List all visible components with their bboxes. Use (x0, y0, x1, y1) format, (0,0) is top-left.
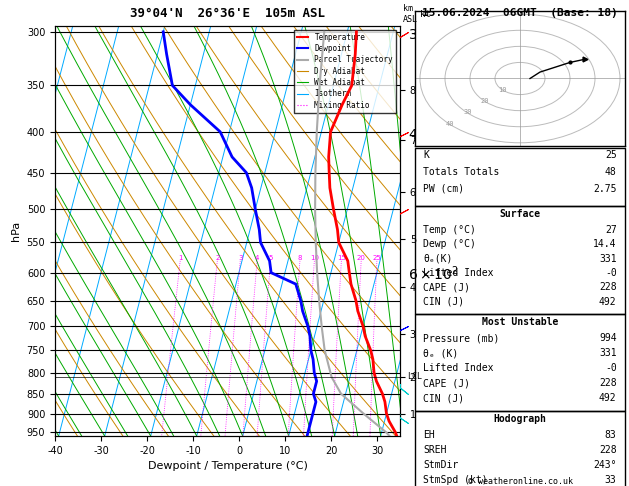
Y-axis label: hPa: hPa (11, 221, 21, 241)
Text: 14.4: 14.4 (593, 239, 616, 249)
Text: 20: 20 (481, 98, 489, 104)
Bar (415, 314, 625, 411)
Text: 40: 40 (446, 121, 454, 126)
Text: CAPE (J): CAPE (J) (423, 378, 470, 388)
Text: SREH: SREH (423, 445, 447, 455)
Text: 8: 8 (298, 255, 302, 261)
Text: CIN (J): CIN (J) (423, 393, 465, 403)
X-axis label: Dewpoint / Temperature (°C): Dewpoint / Temperature (°C) (148, 461, 308, 471)
Text: 228: 228 (599, 445, 616, 455)
Text: Pressure (mb): Pressure (mb) (423, 333, 500, 344)
Text: 20: 20 (357, 255, 365, 261)
Text: StmDir: StmDir (423, 460, 459, 470)
Text: 228: 228 (599, 378, 616, 388)
Text: 4: 4 (255, 255, 259, 261)
Text: Lifted Index: Lifted Index (423, 268, 494, 278)
Text: Hodograph: Hodograph (494, 414, 547, 424)
Text: 48: 48 (605, 167, 616, 177)
Text: LCL: LCL (407, 372, 422, 382)
Bar (415, 411, 625, 486)
Text: 10: 10 (310, 255, 319, 261)
Text: -0: -0 (605, 363, 616, 373)
Bar (415, 148, 625, 206)
Text: 25: 25 (372, 255, 381, 261)
Text: Temp (°C): Temp (°C) (423, 225, 476, 235)
Text: 228: 228 (599, 282, 616, 292)
Text: 10: 10 (498, 87, 507, 93)
Text: K: K (423, 151, 429, 160)
Text: CAPE (J): CAPE (J) (423, 282, 470, 292)
Text: 3: 3 (238, 255, 243, 261)
Text: 331: 331 (599, 348, 616, 358)
Text: Dewp (°C): Dewp (°C) (423, 239, 476, 249)
Text: 331: 331 (599, 254, 616, 263)
Text: Surface: Surface (499, 209, 540, 219)
Text: θₑ (K): θₑ (K) (423, 348, 459, 358)
Text: kt: kt (420, 10, 431, 19)
Legend: Temperature, Dewpoint, Parcel Trajectory, Dry Adiabat, Wet Adiabat, Isotherm, Mi: Temperature, Dewpoint, Parcel Trajectory… (294, 30, 396, 113)
Text: © weatheronline.co.uk: © weatheronline.co.uk (467, 477, 572, 486)
Text: Most Unstable: Most Unstable (482, 317, 558, 327)
Text: 39°04'N  26°36'E  105m ASL: 39°04'N 26°36'E 105m ASL (130, 7, 325, 20)
Text: 492: 492 (599, 297, 616, 307)
Text: CIN (J): CIN (J) (423, 297, 465, 307)
Text: 492: 492 (599, 393, 616, 403)
Text: 2: 2 (215, 255, 220, 261)
Text: PW (cm): PW (cm) (423, 184, 465, 193)
Text: 25: 25 (605, 151, 616, 160)
Text: 15.06.2024  06GMT  (Base: 18): 15.06.2024 06GMT (Base: 18) (422, 8, 618, 18)
Text: 243°: 243° (593, 460, 616, 470)
Text: 5: 5 (269, 255, 273, 261)
Text: 994: 994 (599, 333, 616, 344)
Text: EH: EH (423, 431, 435, 440)
Text: 83: 83 (605, 431, 616, 440)
Text: 15: 15 (337, 255, 346, 261)
Text: 1: 1 (178, 255, 182, 261)
Text: θₑ(K): θₑ(K) (423, 254, 453, 263)
Text: 27: 27 (605, 225, 616, 235)
Text: km
ASL: km ASL (403, 4, 418, 23)
Text: Totals Totals: Totals Totals (423, 167, 500, 177)
Text: Lifted Index: Lifted Index (423, 363, 494, 373)
Text: 2.75: 2.75 (593, 184, 616, 193)
Text: 30: 30 (463, 109, 472, 115)
Text: -0: -0 (605, 268, 616, 278)
Text: 33: 33 (605, 475, 616, 485)
Text: StmSpd (kt): StmSpd (kt) (423, 475, 488, 485)
Bar (415, 206, 625, 314)
